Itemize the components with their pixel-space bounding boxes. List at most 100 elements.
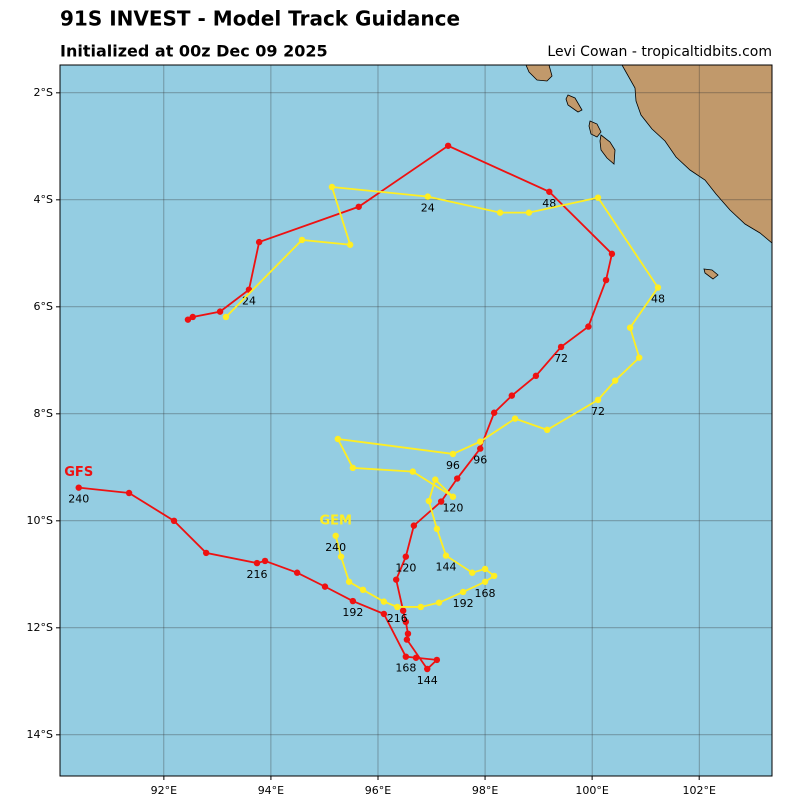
hour-label: 96 — [473, 454, 487, 467]
track-point — [359, 586, 367, 594]
track-point — [543, 426, 551, 434]
hour-label: 24 — [242, 295, 256, 308]
island — [565, 94, 583, 113]
track-point — [410, 522, 418, 529]
track-point — [298, 236, 306, 244]
track-point — [404, 630, 412, 637]
x-tick-label: 98°E — [472, 784, 498, 797]
track-point — [490, 572, 498, 580]
track-point — [349, 597, 357, 605]
tracks: 24487296120144168192216240GFS24487296120… — [64, 142, 665, 687]
hour-label: 216 — [387, 612, 408, 625]
track-point — [557, 343, 565, 351]
track-point — [449, 493, 457, 500]
track-point — [532, 372, 540, 380]
plot-frame — [59, 64, 773, 777]
track-point — [380, 610, 388, 618]
track-point — [253, 559, 261, 567]
hour-label: 216 — [247, 568, 268, 581]
hour-label: 192 — [453, 597, 474, 610]
track-point — [454, 475, 461, 482]
track-point — [433, 525, 441, 533]
track-point — [435, 599, 443, 606]
track-point — [477, 438, 484, 445]
hour-label: 96 — [446, 459, 460, 472]
hour-label: 48 — [651, 293, 665, 306]
island — [599, 134, 616, 165]
track-point — [594, 194, 602, 201]
hour-label: 240 — [68, 493, 89, 506]
x-tick-label: 96°E — [365, 784, 391, 797]
hour-label: 144 — [435, 561, 456, 574]
track-point — [444, 142, 452, 149]
track-point — [394, 603, 401, 611]
track-point — [469, 569, 476, 576]
x-tick-label: 102°E — [682, 784, 715, 797]
track-point — [424, 193, 431, 200]
track-point — [594, 396, 602, 404]
track-point — [481, 578, 489, 585]
landmass — [621, 64, 773, 244]
track-point — [345, 578, 353, 585]
track-point — [477, 445, 484, 452]
hour-label: 72 — [554, 352, 568, 365]
y-tick-label: 8°S — [34, 407, 53, 420]
hour-label: 192 — [342, 606, 363, 619]
track-point — [380, 598, 388, 605]
hour-label: 120 — [395, 562, 416, 575]
y-tick-label: 2°S — [34, 86, 53, 99]
track-point — [496, 209, 504, 216]
hour-label: 240 — [325, 541, 346, 554]
track-point — [417, 603, 425, 611]
track-point — [255, 238, 263, 246]
track-point — [449, 450, 457, 458]
track-point — [216, 308, 224, 315]
track-point — [442, 552, 450, 559]
track-point — [332, 532, 339, 539]
chart-title: 91S INVEST - Model Track Guidance — [60, 7, 460, 31]
track-point — [602, 276, 610, 284]
track-point — [293, 569, 301, 576]
chart-subtitle: Initialized at 00z Dec 09 2025 — [60, 42, 328, 61]
track-point — [481, 565, 489, 573]
track-point — [403, 636, 411, 643]
x-tick-label: 92°E — [151, 784, 177, 797]
track-point — [402, 553, 410, 560]
hour-label: 24 — [421, 202, 435, 215]
track-point — [626, 324, 634, 331]
track-point — [170, 517, 178, 525]
track-point — [412, 654, 420, 661]
track-point — [432, 476, 439, 483]
track-point — [334, 435, 342, 443]
track-point — [402, 653, 410, 660]
track-point — [525, 209, 533, 216]
hour-label: 168 — [475, 587, 496, 600]
credit: Levi Cowan - tropicaltidbits.com — [547, 44, 772, 60]
track-point — [202, 549, 210, 557]
track-point — [337, 553, 345, 560]
x-tick-label: 100°E — [575, 784, 608, 797]
track-point — [261, 557, 269, 565]
track-point — [424, 665, 431, 673]
y-tick-label: 4°S — [34, 193, 53, 206]
track-point — [511, 415, 519, 422]
y-tick-label: 12°S — [27, 621, 53, 634]
hour-label: 48 — [542, 197, 556, 210]
y-tick-label: 14°S — [27, 728, 53, 741]
track-point — [611, 377, 619, 384]
track-point — [328, 183, 336, 191]
grid — [56, 65, 772, 780]
hour-label: 168 — [395, 662, 416, 675]
hour-label: 120 — [442, 502, 463, 515]
track-point — [433, 656, 441, 664]
y-tick-label: 6°S — [34, 300, 53, 313]
hour-label: 72 — [591, 405, 605, 418]
track-point — [459, 588, 467, 596]
track-point — [399, 607, 407, 614]
track-point — [437, 498, 445, 505]
track-point — [321, 583, 329, 590]
track-point — [490, 409, 498, 416]
track-point — [189, 313, 196, 321]
track-point — [392, 576, 400, 583]
